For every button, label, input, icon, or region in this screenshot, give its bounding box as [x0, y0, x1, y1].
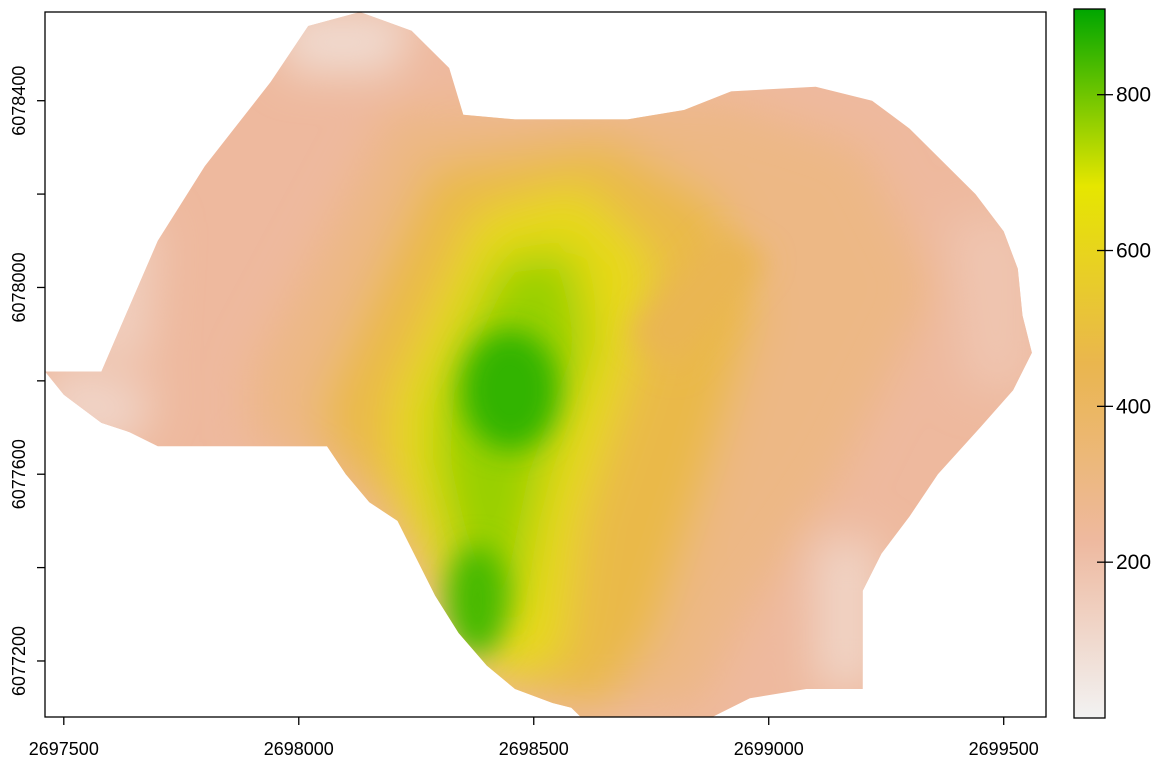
y-tick-label: 6078400 — [9, 66, 29, 136]
x-tick-label: 2698000 — [264, 739, 334, 759]
x-tick-label: 2699000 — [734, 739, 804, 759]
legend-tick-label: 600 — [1116, 240, 1151, 263]
x-axis: 2697500 2698000 2698500 2699000 2699500 — [29, 717, 1039, 759]
y-tick-label: 6078000 — [9, 252, 29, 322]
legend-tick-label: 400 — [1116, 395, 1151, 418]
y-tick-label: 6077200 — [9, 626, 29, 696]
legend-tick-label: 800 — [1116, 84, 1151, 107]
legend-color-bar — [1073, 8, 1106, 719]
legend-tick-label: 200 — [1116, 551, 1151, 574]
y-tick-label: 6077600 — [9, 439, 29, 509]
y-axis: 6077200 6077600 6078000 6078400 — [9, 66, 45, 696]
x-tick-label: 2697500 — [29, 739, 99, 759]
heatmap-raster — [45, 12, 1032, 717]
plot-frame — [44, 11, 1047, 718]
legend-ticks: 200 400 600 800 — [1097, 84, 1151, 574]
x-tick-label: 2699500 — [969, 739, 1039, 759]
legend: 200 400 600 800 — [1073, 8, 1151, 719]
x-tick-label: 2698500 — [499, 739, 569, 759]
